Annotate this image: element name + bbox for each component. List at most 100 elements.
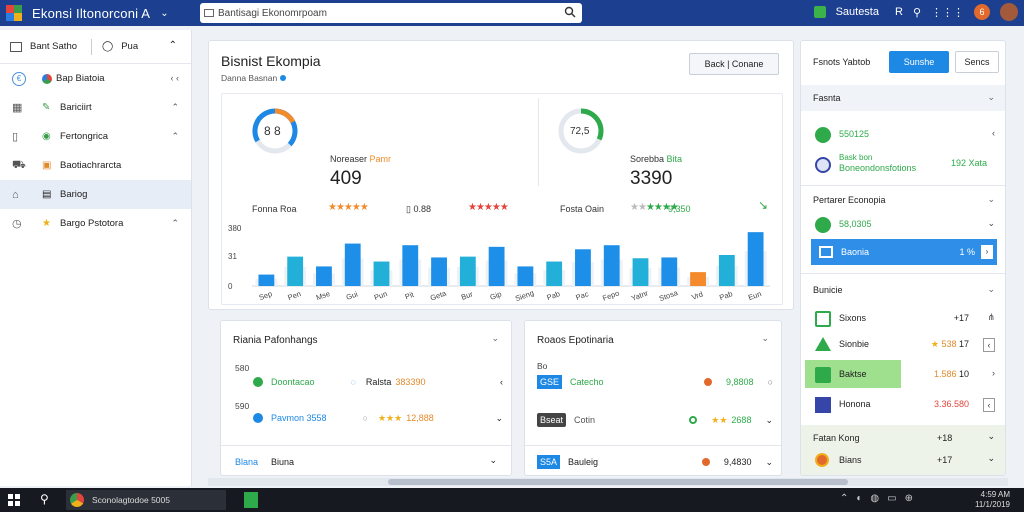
bar[interactable] [632, 258, 649, 286]
sidebar-item-pstotora[interactable]: ◷ ★ Bargo Pstotora ⌃ [0, 209, 191, 238]
grid-menu-icon[interactable]: ⋮⋮⋮ [931, 6, 964, 19]
sidebar-top-label2[interactable]: Pua [121, 41, 139, 52]
bar[interactable] [718, 255, 735, 286]
bar[interactable] [316, 266, 332, 286]
list-item[interactable]: 550125 ‹ [801, 123, 1005, 147]
row-name: Sionbie [839, 339, 870, 349]
secondary-button[interactable]: Sencs [955, 51, 999, 73]
chevron-up-icon[interactable]: ⌃ [171, 102, 179, 112]
search-icon[interactable]: ⚲ [40, 492, 49, 506]
chevron-down-icon[interactable]: ⌄ [987, 453, 995, 463]
chevron-down-icon[interactable]: ⌄ [765, 456, 773, 467]
section-header[interactable]: Fasnta ⌄ [801, 85, 1005, 111]
more-icon[interactable]: ⋔ [987, 312, 995, 322]
list-item[interactable]: GSE Catecho 9,8808 ○ [537, 373, 773, 391]
primary-button[interactable]: Sunshe [889, 51, 949, 73]
taskbar-app[interactable]: Sconolagtodoe 5005 [66, 490, 226, 510]
list-item[interactable]: 58,0305 ⌄ [801, 213, 1005, 237]
list-item[interactable]: Doontacao ◌ Ralsta 383390 ‹ [253, 373, 503, 391]
search-icon[interactable] [564, 6, 576, 21]
horizontal-scrollbar[interactable] [208, 478, 1008, 486]
chevron-up-icon[interactable]: ⌃ [171, 218, 179, 228]
bar[interactable] [459, 256, 476, 286]
bar[interactable] [690, 272, 706, 286]
tray-icons[interactable]: ⌃◐◍▭⊕ [840, 493, 921, 504]
chevron-down-icon[interactable]: ⌄ [987, 431, 995, 441]
chevron-down-icon[interactable]: ⌄ [160, 7, 169, 19]
sidebar-item-bariog[interactable]: ⌂ ▤ Bariog [0, 180, 191, 209]
chevron-down-icon[interactable]: ⌄ [765, 414, 773, 425]
list-item[interactable]: Sionbie ★ 538 17 ‹ [801, 333, 1005, 357]
search-bar[interactable]: Bantisagi Ekonomrpoam [200, 3, 582, 23]
row-name: Cotin [574, 415, 596, 425]
chevron-up-icon[interactable]: ⌃ [168, 40, 177, 51]
expand-icon[interactable]: ‹ [983, 398, 995, 412]
window-icon[interactable] [10, 41, 22, 52]
store-icon[interactable] [244, 492, 258, 508]
list-item[interactable]: Sixons +17 ⋔ [801, 307, 1005, 331]
list-item[interactable]: Bask bon Boneondonsfotions 192 Xata [801, 153, 1005, 177]
status-dot-icon [689, 416, 698, 424]
bar[interactable] [402, 245, 419, 286]
list-item[interactable]: Bseat Cotin ★★ 2688 ⌄ [537, 411, 773, 429]
status-label[interactable]: Sautesta [835, 6, 879, 18]
radio-icon[interactable]: ○ [362, 413, 368, 423]
expand-icon[interactable]: ‹ [500, 377, 503, 387]
chevron-down-icon[interactable]: ⌄ [491, 333, 499, 343]
bar[interactable] [344, 243, 361, 286]
chevron-right-icon[interactable]: › [981, 245, 993, 259]
row-value: 3.36.580 [933, 399, 969, 409]
row-count[interactable]: 192 Xata [950, 158, 987, 168]
notification-badge[interactable]: 6 [974, 4, 990, 20]
bar[interactable] [661, 257, 678, 286]
bar[interactable] [431, 257, 447, 286]
info-icon [253, 413, 263, 423]
location-icon[interactable]: ⚲ [912, 6, 921, 19]
status-icon[interactable] [813, 6, 826, 18]
list-item[interactable]: Pavmon 3558 ○ ★★★ 12,888 ⌄ [253, 409, 503, 427]
radio-icon[interactable]: ○ [767, 377, 773, 387]
list-icon: ▤ [42, 189, 52, 200]
search-input[interactable]: Bantisagi Ekonomrpoam [218, 7, 327, 19]
bar[interactable] [373, 261, 390, 286]
user-initial[interactable]: R [894, 6, 903, 18]
chevron-down-icon[interactable]: ⌄ [987, 218, 995, 228]
row-stars: ★★★ [377, 412, 403, 423]
sidebar-top-label[interactable]: Bant Satho [30, 41, 78, 52]
list-item[interactable]: S5A Bauleig 9,4830 ⌄ [537, 453, 773, 471]
sidebar-item-label: Fertongrica [60, 131, 109, 142]
chevron-down-icon[interactable]: ⌄ [495, 412, 503, 423]
bar[interactable] [488, 246, 505, 286]
section-header[interactable]: Bunicie ⌄ [801, 277, 1005, 303]
back-button[interactable]: Back | Conane [689, 53, 779, 75]
bar[interactable] [258, 274, 275, 286]
start-icon[interactable] [8, 494, 20, 506]
row-count[interactable]: ‹ [992, 128, 995, 138]
chevron-down-icon[interactable]: ⌄ [761, 333, 769, 343]
expand-icon[interactable]: ‹ [983, 338, 995, 352]
avatar[interactable] [1000, 3, 1018, 21]
list-item[interactable]: Honona 3.36.580 ‹ [801, 393, 1005, 417]
sidebar-item-baotiachrarcta[interactable]: ⛟ ▣ Baotiachrarcta [0, 151, 191, 180]
bar[interactable] [287, 256, 304, 286]
sidebar-item-fertongrica[interactable]: ▯ ◉ Fertongrica ⌃ [0, 122, 191, 151]
bar[interactable] [546, 261, 563, 286]
chevron-up-icon[interactable]: ⌃ [171, 131, 179, 141]
ring-label-1: Fonna Roa [252, 204, 297, 214]
chevron-down-icon[interactable]: ⌄ [489, 455, 497, 465]
selected-row[interactable]: Baonia 1 % › [811, 239, 997, 265]
list-item[interactable]: Baktse 1.586 10 › [801, 360, 1005, 388]
bar[interactable] [747, 232, 764, 286]
bar[interactable] [517, 266, 534, 286]
chevron-down-icon[interactable]: ⌄ [987, 284, 995, 294]
chevron-down-icon[interactable]: ⌄ [987, 92, 995, 102]
chevron-right-icon[interactable]: › [992, 368, 995, 378]
bar[interactable] [603, 245, 620, 286]
sidebar-item-bariciirt[interactable]: ▦ ✎ Bariciirt ⌃ [0, 93, 191, 122]
chevron-down-icon[interactable]: ⌄ [987, 194, 995, 204]
bar[interactable] [575, 249, 591, 286]
sidebar-item-biatoia[interactable]: € Bap Biatoia ‹ ‹ [0, 64, 191, 93]
chat-icon[interactable]: ◯ [102, 41, 114, 52]
section-header[interactable]: Pertarer Econopia ⌄ [801, 187, 1005, 213]
scrollbar-thumb[interactable] [388, 479, 848, 485]
